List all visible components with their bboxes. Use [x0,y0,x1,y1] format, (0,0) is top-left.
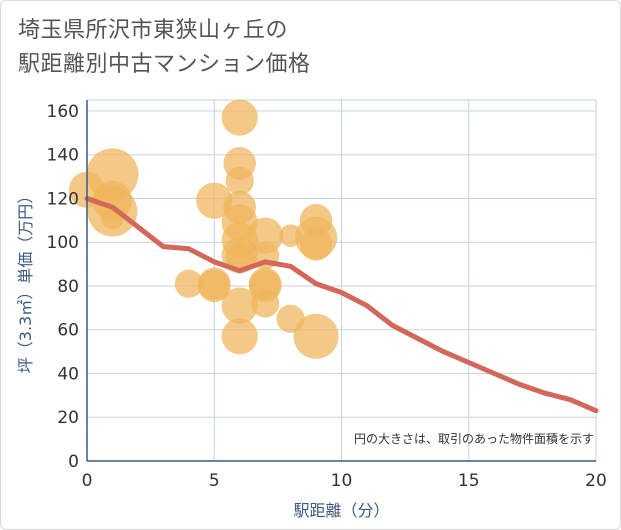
bubble-point [221,99,258,136]
bubble-point [221,287,258,324]
grid-lines [87,99,597,461]
bubble-size-note: 円の大きさは、取引のあった物件面積を示す [354,431,594,446]
average-line-series [84,196,599,414]
x-tick-label: 0 [82,471,93,491]
bubble-point [251,289,280,318]
y-tick-label: 120 [47,189,79,209]
bubble-point [225,166,254,196]
bubble-point [174,269,203,298]
y-tick-label: 80 [57,277,79,297]
bubble-point [293,313,339,359]
bubble-point [221,318,258,355]
chart-title: 埼玉県所沢市東狭山ヶ丘の 駅距離別中古マンション価格 [18,14,311,82]
y-axis-label: 坪（3.3㎡）単価（万円） [16,188,35,373]
y-tick-label: 0 [68,452,79,472]
bubble-point [197,269,231,303]
y-tick-label: 160 [47,102,79,122]
bubble-point [299,228,333,261]
bubble-point [196,182,233,219]
bubble-point [225,243,254,272]
y-tick-label: 140 [47,146,79,166]
y-tick-label: 40 [57,364,79,384]
tick-labels: 0 5 10 15 20 0 20 40 60 80 100 120 140 160 [47,102,607,491]
x-tick-label: 15 [458,471,480,491]
y-tick-label: 60 [57,321,79,341]
x-tick-label: 10 [331,471,353,491]
chart-title-line1: 埼玉県所沢市東狭山ヶ丘の [18,18,289,43]
x-tick-label: 20 [585,471,607,491]
average-price-line [84,196,599,414]
y-tick-label: 100 [47,233,79,253]
y-tick-label: 20 [57,408,79,428]
chart-title-line2: 駅距離別中古マンション価格 [18,52,311,77]
bubble-series [68,99,339,359]
axes [86,100,596,462]
x-axis-label: 駅距離（分） [293,501,389,520]
x-tick-label: 5 [209,471,220,491]
